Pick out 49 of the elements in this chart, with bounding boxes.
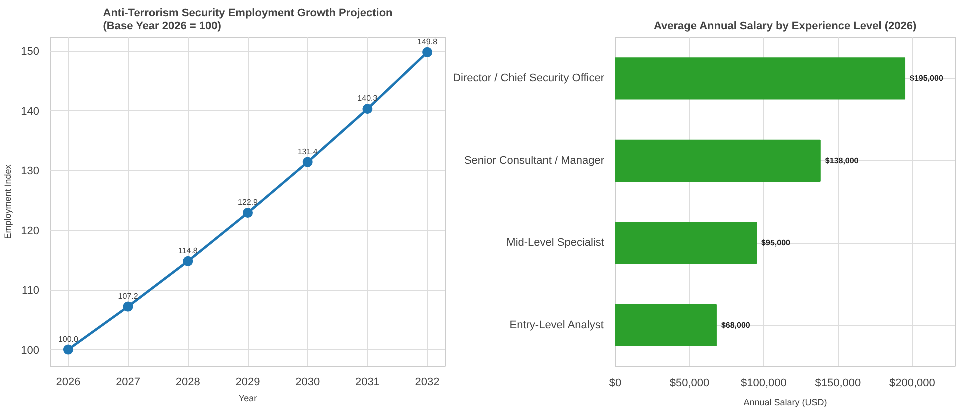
x-tick-label: $50,000 [670,378,710,390]
bar [616,222,758,264]
y-tick-label: Director / Chief Security Officer [453,72,605,85]
data-label: $95,000 [762,238,792,248]
x-tick-label: $0 [609,378,622,390]
data-label: $138,000 [825,156,860,166]
x-tick-label: $200,000 [890,378,936,390]
y-tick-label: Mid-Level Specialist [506,237,605,250]
data-label: 140.3 [358,94,378,104]
y-tick-label: Entry-Level Analyst [510,319,604,332]
bar [616,304,717,346]
x-tick-label: $150,000 [815,378,862,390]
point [362,104,373,114]
x-tick-label: 2030 [296,376,320,388]
x-tick-label: 2031 [355,376,380,388]
chart-title: Anti-Terrorism Security Employment Growth Projection (Base Year 2026 = 100) [103,7,394,32]
x-tick-label: 2029 [236,376,260,388]
y-tick-label: 150 [21,46,40,58]
x-axis-title: Year [238,394,258,404]
data-label: 131.4 [298,147,318,156]
point [123,302,134,312]
x-tick-label: 2026 [56,376,81,388]
point [422,47,433,58]
x-axis-title: Annual Salary (USD) [744,398,828,408]
bar [616,140,821,182]
point [183,256,194,266]
y-tick-label: 110 [22,285,40,298]
x-tick-label: 2028 [176,376,200,388]
bar [616,58,906,100]
chart-title: Average Annual Salary by Experience Level (2026) [654,20,917,32]
data-label: 114.8 [178,246,198,256]
y-tick-label: 130 [21,166,40,178]
y-tick-label: 100 [21,344,40,357]
data-label: 122.9 [238,198,259,208]
data-label: 149.8 [418,37,438,46]
x-tick-label: 2027 [116,376,141,388]
point [63,344,74,355]
x-tick-label: $100,000 [741,378,787,390]
point [243,208,253,218]
y-axis-title: Employment Index [3,164,14,240]
data-label: $68,000 [721,320,751,330]
y-tick-label: 140 [21,106,40,118]
data-label: 100.0 [58,334,80,344]
y-tick-label: Senior Consultant / Manager [464,154,605,167]
y-tick-label: 120 [21,225,40,238]
point [302,157,313,168]
x-tick-label: 2032 [415,376,440,388]
data-label: 107.2 [118,292,139,301]
data-label: $195,000 [910,74,944,84]
